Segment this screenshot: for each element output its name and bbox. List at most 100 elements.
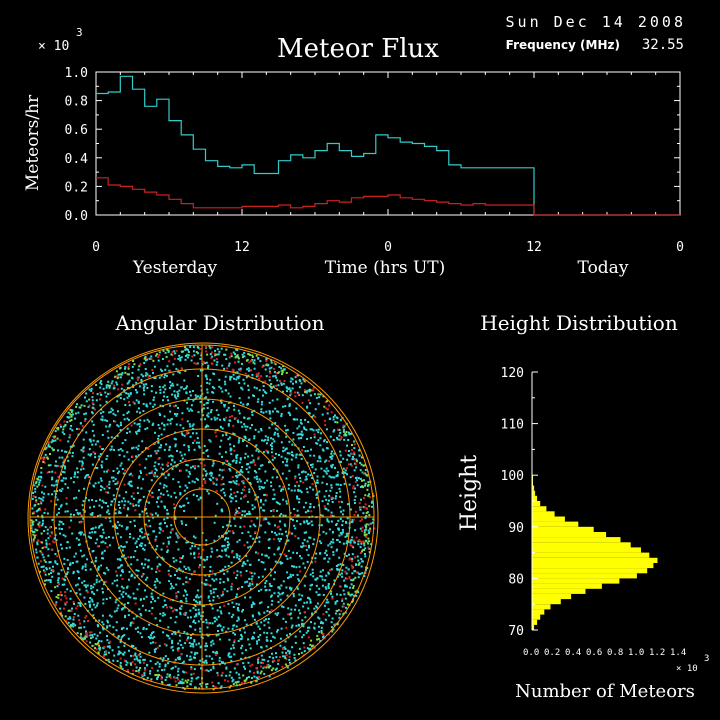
polar-dot-cyan	[215, 483, 218, 486]
polar-dot-cyan	[221, 568, 224, 571]
polar-dot-green	[368, 505, 371, 508]
polar-dot-cyan	[58, 523, 61, 526]
polar-dot-red	[279, 380, 281, 383]
polar-dot-cyan	[282, 606, 285, 609]
polar-dot-cyan	[221, 390, 224, 393]
polar-dot-cyan	[108, 646, 111, 649]
polar-dot-red	[169, 676, 172, 679]
polar-dot-cyan	[125, 541, 128, 544]
polar-dot-cyan	[128, 480, 131, 483]
polar-dot-cyan	[112, 633, 115, 636]
polar-dot-cyan	[248, 510, 251, 513]
polar-dot-cyan	[68, 451, 71, 454]
polar-dot-cyan	[45, 568, 48, 571]
polar-dot-cyan	[122, 497, 125, 500]
polar-dot-cyan	[353, 447, 356, 450]
polar-dot-cyan	[82, 533, 85, 536]
polar-dot-cyan	[86, 474, 88, 477]
polar-dot-red	[160, 677, 163, 680]
polar-dot-cyan	[289, 613, 292, 616]
polar-dot-cyan	[197, 596, 200, 599]
polar-dot-green	[175, 684, 178, 687]
polar-dot-red	[47, 441, 50, 444]
polar-dot-cyan	[273, 371, 276, 373]
polar-dot-cyan	[116, 607, 119, 610]
polar-dot-cyan	[116, 400, 119, 403]
polar-dot-cyan	[133, 597, 136, 600]
polar-dot-cyan	[50, 441, 53, 444]
polar-dot-cyan	[211, 607, 214, 610]
polar-dot-cyan	[254, 525, 257, 528]
polar-dot-red	[81, 425, 84, 428]
polar-dot-cyan	[139, 655, 142, 658]
polar-dot-red	[79, 521, 82, 524]
polar-dot-cyan	[247, 477, 250, 480]
polar-dot-red	[113, 384, 116, 387]
polar-dot-cyan	[358, 449, 361, 452]
polar-dot-cyan	[122, 587, 125, 590]
polar-dot-cyan	[258, 478, 261, 481]
polar-dot-cyan	[250, 623, 253, 626]
polar-dot-cyan	[36, 541, 39, 544]
polar-dot-cyan	[106, 419, 109, 422]
polar-dot-red	[156, 646, 159, 649]
polar-dot-cyan	[137, 448, 140, 451]
polar-dot-cyan	[287, 411, 290, 414]
polar-dot-cyan	[315, 591, 318, 594]
polar-dot-cyan	[297, 484, 300, 487]
polar-dot-cyan	[185, 541, 188, 544]
polar-dot-cyan	[334, 497, 337, 500]
polar-dot-cyan	[167, 626, 170, 629]
polar-dot-cyan	[181, 350, 183, 353]
polar-dot-cyan	[311, 463, 314, 466]
polar-dot-cyan	[69, 427, 72, 430]
polar-dot-cyan	[136, 410, 139, 413]
polar-dot-cyan	[144, 558, 147, 561]
polar-dot-cyan	[121, 570, 124, 573]
polar-dot-cyan	[108, 512, 111, 515]
polar-dot-red	[53, 541, 56, 544]
polar-dot-cyan	[54, 464, 57, 467]
polar-dot-cyan	[123, 398, 126, 401]
polar-dot-cyan	[179, 451, 182, 454]
polar-dot-green	[282, 365, 285, 368]
polar-dot-cyan	[79, 636, 82, 639]
polar-dot-red	[243, 488, 245, 491]
polar-dot-cyan	[91, 463, 94, 466]
height-bar	[532, 599, 561, 605]
polar-dot-cyan	[172, 384, 175, 387]
polar-dot-cyan	[251, 614, 254, 617]
polar-dot-red	[214, 686, 216, 689]
polar-dot-cyan	[342, 467, 345, 470]
polar-dot-cyan	[144, 563, 147, 566]
polar-dot-cyan	[279, 637, 282, 640]
polar-dot-red	[38, 525, 41, 528]
polar-dot-cyan	[278, 532, 281, 535]
polar-dot-cyan	[50, 569, 53, 572]
polar-dot-cyan	[174, 574, 176, 576]
height-ylabel: Height	[457, 455, 482, 531]
polar-dot-red	[268, 376, 271, 378]
polar-dot-cyan	[305, 631, 308, 634]
polar-dot-cyan	[248, 491, 251, 493]
polar-dot-cyan	[185, 497, 188, 500]
polar-dot-cyan	[177, 682, 180, 685]
polar-dot-cyan	[46, 512, 49, 515]
polar-dot-red	[242, 480, 245, 482]
polar-dot-red	[338, 500, 341, 503]
polar-dot-red	[345, 467, 348, 470]
polar-dot-cyan	[136, 588, 139, 591]
polar-dot-cyan	[191, 424, 194, 427]
polar-dot-cyan	[247, 389, 250, 391]
polar-dot-cyan	[277, 547, 280, 550]
polar-dot-cyan	[244, 563, 247, 566]
polar-dot-cyan	[68, 436, 71, 439]
polar-dot-red	[273, 361, 276, 364]
polar-dot-red	[231, 582, 233, 585]
polar-dot-cyan	[135, 615, 138, 618]
polar-dot-cyan	[248, 438, 251, 441]
polar-dot-cyan	[102, 448, 104, 450]
polar-dot-cyan	[307, 509, 309, 512]
polar-dot-cyan	[183, 510, 186, 512]
polar-dot-cyan	[258, 627, 261, 630]
